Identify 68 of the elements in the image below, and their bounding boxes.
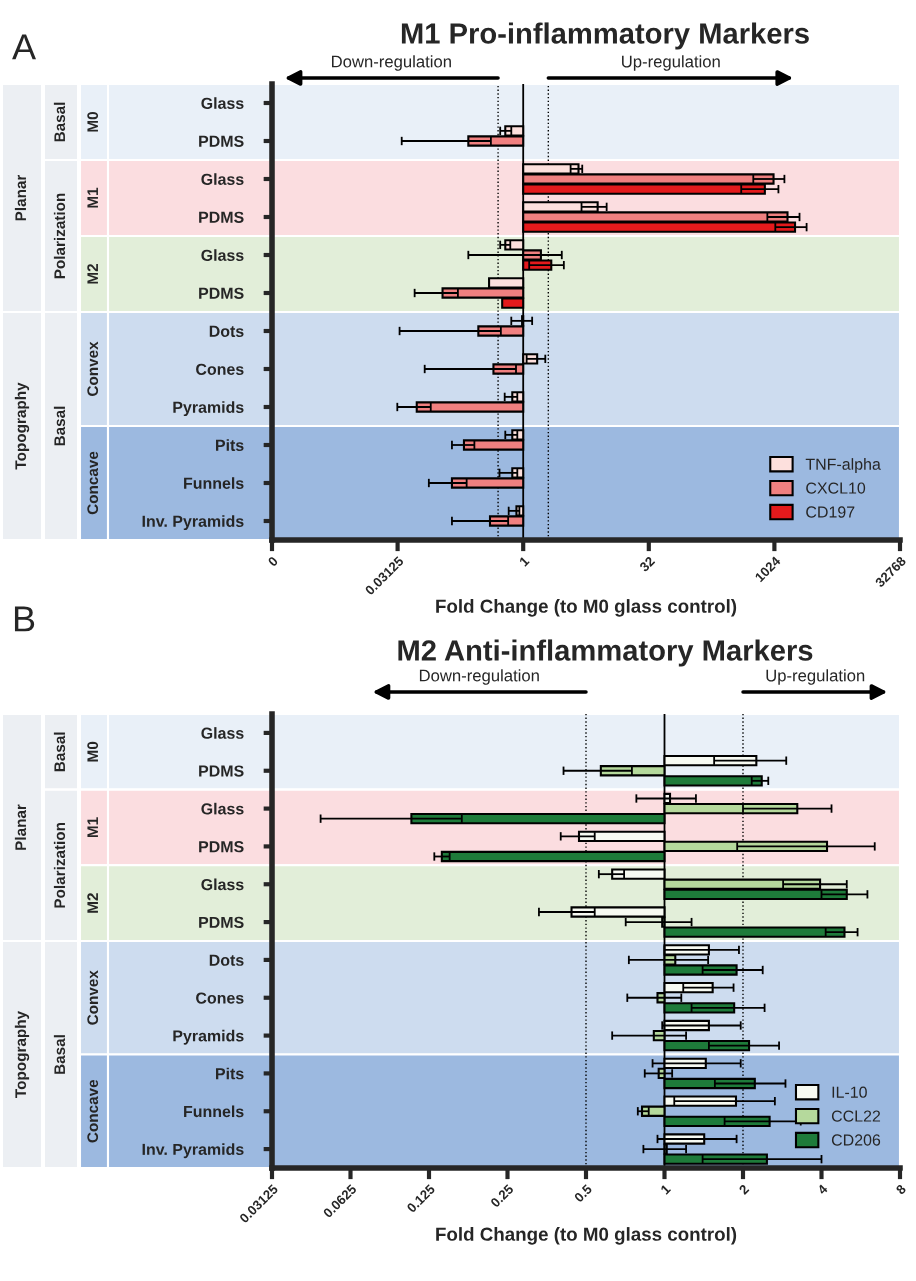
x-tick-label: 8 bbox=[895, 1183, 907, 1196]
text: M0 bbox=[87, 741, 99, 762]
y-tick-label: Dots bbox=[209, 954, 244, 966]
y-tick-label: Glass bbox=[201, 878, 244, 891]
legend-label: CXCL10 bbox=[806, 482, 866, 494]
y-tick-label: Pyramids bbox=[173, 401, 244, 417]
text: Down-regulation bbox=[419, 669, 539, 685]
legend-label: CD206 bbox=[831, 1134, 881, 1146]
y-tick-label: PDMS bbox=[199, 916, 244, 929]
y-tick-label: Inv. Pyramids bbox=[142, 1143, 244, 1159]
y-tick-label: Cones bbox=[196, 363, 244, 375]
y-tick-label: PDMS bbox=[199, 287, 244, 299]
y-tick-label: Dots bbox=[209, 325, 244, 337]
text: Concave bbox=[87, 1079, 99, 1143]
y-tick-label: Pyramids bbox=[173, 1029, 244, 1045]
text: Concave bbox=[87, 451, 99, 515]
y-tick-label: Funnels bbox=[184, 477, 244, 489]
y-tick-label: Glass bbox=[201, 727, 244, 739]
legend-label: CD197 bbox=[806, 506, 855, 518]
y-tick-label: PDMS bbox=[199, 135, 244, 147]
text: Basal bbox=[53, 406, 66, 446]
x-tick-label: 32 bbox=[638, 555, 656, 573]
x-tick-label: 1 bbox=[518, 555, 530, 567]
y-tick-label: Glass bbox=[201, 97, 244, 109]
text: M1 bbox=[87, 817, 98, 838]
text: Up-regulation bbox=[622, 55, 720, 71]
chart-title: M1 Pro-inflammatory Markers bbox=[401, 22, 809, 50]
y-tick-label: Glass bbox=[201, 173, 244, 185]
text: Topography bbox=[14, 382, 30, 470]
text: Basal bbox=[53, 102, 66, 142]
legend-label: CCL22 bbox=[831, 1110, 881, 1122]
text: M2 bbox=[87, 264, 98, 284]
text: Convex bbox=[87, 970, 99, 1025]
y-tick-label: Pits bbox=[216, 1067, 244, 1080]
x-tick-label: 1 bbox=[660, 1183, 671, 1195]
y-tick-label: Pits bbox=[216, 439, 244, 451]
text: Topography bbox=[14, 1011, 30, 1098]
x-tick-label: 4 bbox=[816, 1183, 829, 1196]
text: B bbox=[14, 606, 35, 632]
chart-title: M2 Anti-inflammatory Markers bbox=[398, 639, 813, 667]
text: Basal bbox=[53, 1035, 66, 1074]
text: Convex bbox=[87, 341, 99, 396]
legend-label: IL-10 bbox=[832, 1086, 867, 1098]
text: Polarization bbox=[53, 822, 66, 908]
y-tick-label: Inv. Pyramids bbox=[142, 515, 244, 531]
x-tick-label: 2 bbox=[738, 1183, 750, 1195]
legend-label: TNF-alpha bbox=[805, 458, 881, 473]
text: A bbox=[12, 34, 37, 60]
y-tick-label: PDMS bbox=[199, 765, 244, 777]
y-tick-label: Funnels bbox=[184, 1105, 244, 1118]
y-tick-label: Glass bbox=[201, 249, 244, 261]
y-tick-label: PDMS bbox=[199, 211, 244, 223]
text: M2 bbox=[87, 893, 98, 913]
x-axis-title: Fold Change (to M0 glass control) bbox=[436, 599, 737, 617]
text: Basal bbox=[53, 732, 66, 772]
x-axis-title: Fold Change (to M0 glass control) bbox=[436, 1227, 737, 1245]
text: M0 bbox=[87, 112, 99, 132]
y-tick-label: PDMS bbox=[199, 841, 244, 853]
x-tick-label: 0 bbox=[267, 555, 279, 567]
text: Planar bbox=[14, 804, 27, 850]
x-tick-label: 0.5 bbox=[573, 1183, 593, 1203]
y-tick-label: Cones bbox=[196, 992, 244, 1004]
y-tick-label: Glass bbox=[201, 802, 244, 815]
text: Polarization bbox=[53, 193, 66, 279]
text: Down-regulation bbox=[332, 55, 451, 71]
text: Planar bbox=[14, 174, 27, 221]
text: M1 bbox=[87, 187, 98, 208]
text: Up-regulation bbox=[766, 669, 865, 685]
